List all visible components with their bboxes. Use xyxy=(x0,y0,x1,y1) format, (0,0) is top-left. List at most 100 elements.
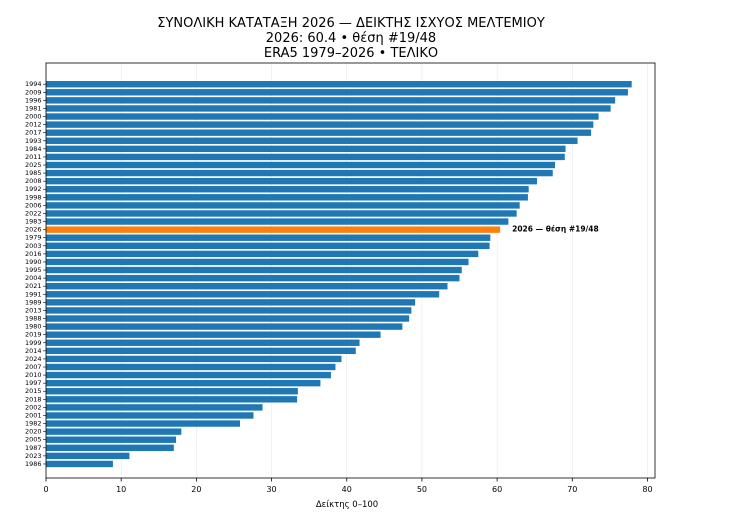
bar xyxy=(46,81,632,88)
chart-title-line-2: 2026: 60.4 • θέση #19/48 xyxy=(266,31,436,46)
y-tick-label: 2008 xyxy=(25,177,42,185)
y-tick-label: 1993 xyxy=(25,137,42,145)
chart-title-line-3: ERA5 1979–2026 • ΤΕΛΙΚΟ xyxy=(264,46,438,61)
y-tick-label: 2021 xyxy=(25,282,42,290)
bar xyxy=(46,145,566,153)
y-tick-label: 1979 xyxy=(25,234,42,242)
y-tick-label: 1980 xyxy=(25,323,42,331)
y-tick-label: 2019 xyxy=(25,331,42,339)
y-tick-label: 2003 xyxy=(25,242,42,250)
y-tick-label: 1986 xyxy=(25,460,42,468)
y-tick-label: 2011 xyxy=(25,153,42,161)
y-tick-label: 1997 xyxy=(25,379,42,387)
bar xyxy=(46,250,479,258)
x-tick-label: 50 xyxy=(417,485,427,494)
bar xyxy=(46,202,520,209)
y-tick-label: 1982 xyxy=(25,420,42,428)
y-tick-label: 2000 xyxy=(25,113,42,121)
y-tick-label: 1994 xyxy=(25,80,42,88)
bar xyxy=(46,283,448,290)
x-tick-label: 40 xyxy=(342,485,352,494)
bar xyxy=(46,420,240,427)
bar xyxy=(46,274,460,282)
bar xyxy=(46,129,592,136)
bar xyxy=(46,460,113,468)
y-tick-label: 2022 xyxy=(25,209,42,217)
y-tick-label: 2026 xyxy=(25,226,42,234)
y-tick-label: 1984 xyxy=(25,145,42,153)
bar xyxy=(46,177,537,185)
bar xyxy=(46,266,462,274)
y-tick-label: 1995 xyxy=(25,266,42,274)
x-tick-label: 30 xyxy=(266,485,276,494)
y-tick-label: 2005 xyxy=(25,436,42,444)
bar xyxy=(46,436,177,443)
plot-frame xyxy=(45,62,656,479)
x-tick-label: 80 xyxy=(642,485,652,494)
bar xyxy=(46,153,565,161)
y-tick-label: 2025 xyxy=(25,161,42,169)
bar xyxy=(46,113,599,120)
x-tick-labels: 0 10 20 30 40 50 60 70 80 xyxy=(43,478,653,494)
bar xyxy=(46,355,342,363)
x-tick-label: 70 xyxy=(567,485,577,494)
y-tick-labels: 1994200919961981200020122017199319842011… xyxy=(25,80,46,468)
bar xyxy=(46,210,517,217)
bar xyxy=(46,412,254,419)
bar xyxy=(46,121,594,128)
bar xyxy=(46,339,360,346)
bar xyxy=(46,137,578,144)
bar xyxy=(46,307,412,314)
y-tick-label: 2017 xyxy=(25,129,42,137)
x-tick-label: 10 xyxy=(116,485,126,494)
y-tick-label: 2023 xyxy=(25,452,42,460)
x-tick-label: 60 xyxy=(492,485,502,494)
bar-highlight xyxy=(46,226,501,233)
x-axis-label: Δείκτης 0–100 xyxy=(316,500,378,510)
y-tick-label: 2016 xyxy=(25,250,42,258)
bar xyxy=(46,347,356,355)
bar xyxy=(46,331,381,338)
bar xyxy=(46,105,611,112)
bar xyxy=(46,186,529,193)
y-tick-label: 2006 xyxy=(25,201,42,209)
bar xyxy=(46,396,298,403)
bar xyxy=(46,323,403,330)
y-tick-label: 2004 xyxy=(25,274,42,282)
y-tick-label: 2010 xyxy=(25,371,42,379)
y-tick-label: 2002 xyxy=(25,403,42,411)
y-tick-label: 2012 xyxy=(25,121,42,129)
y-tick-label: 1999 xyxy=(25,339,42,347)
y-tick-label: 1981 xyxy=(25,104,42,112)
y-tick-label: 1996 xyxy=(25,96,42,104)
bar xyxy=(46,161,556,169)
bar xyxy=(46,388,298,395)
bar xyxy=(46,291,440,298)
y-tick-label: 1991 xyxy=(25,290,42,298)
y-tick-label: 2007 xyxy=(25,363,42,371)
y-tick-label: 2020 xyxy=(25,428,42,436)
y-tick-label: 2009 xyxy=(25,88,42,96)
y-tick-label: 2014 xyxy=(25,347,42,355)
y-tick-label: 2018 xyxy=(25,395,42,403)
y-tick-label: 1992 xyxy=(25,185,42,193)
bar xyxy=(46,404,263,411)
bar xyxy=(46,428,182,435)
bar xyxy=(46,242,490,249)
bars xyxy=(46,81,632,468)
bar xyxy=(46,169,553,177)
bar xyxy=(46,97,616,104)
y-tick-label: 1983 xyxy=(25,218,42,226)
bar xyxy=(46,371,331,379)
y-tick-label: 1987 xyxy=(25,444,42,452)
y-tick-label: 2013 xyxy=(25,306,42,314)
y-tick-label: 2024 xyxy=(25,355,42,363)
bar xyxy=(46,218,509,225)
bar xyxy=(46,258,469,266)
bar xyxy=(46,315,410,322)
y-tick-label: 2015 xyxy=(25,387,42,395)
y-tick-label: 2001 xyxy=(25,411,42,419)
bar xyxy=(46,363,336,371)
y-tick-label: 1998 xyxy=(25,193,42,201)
